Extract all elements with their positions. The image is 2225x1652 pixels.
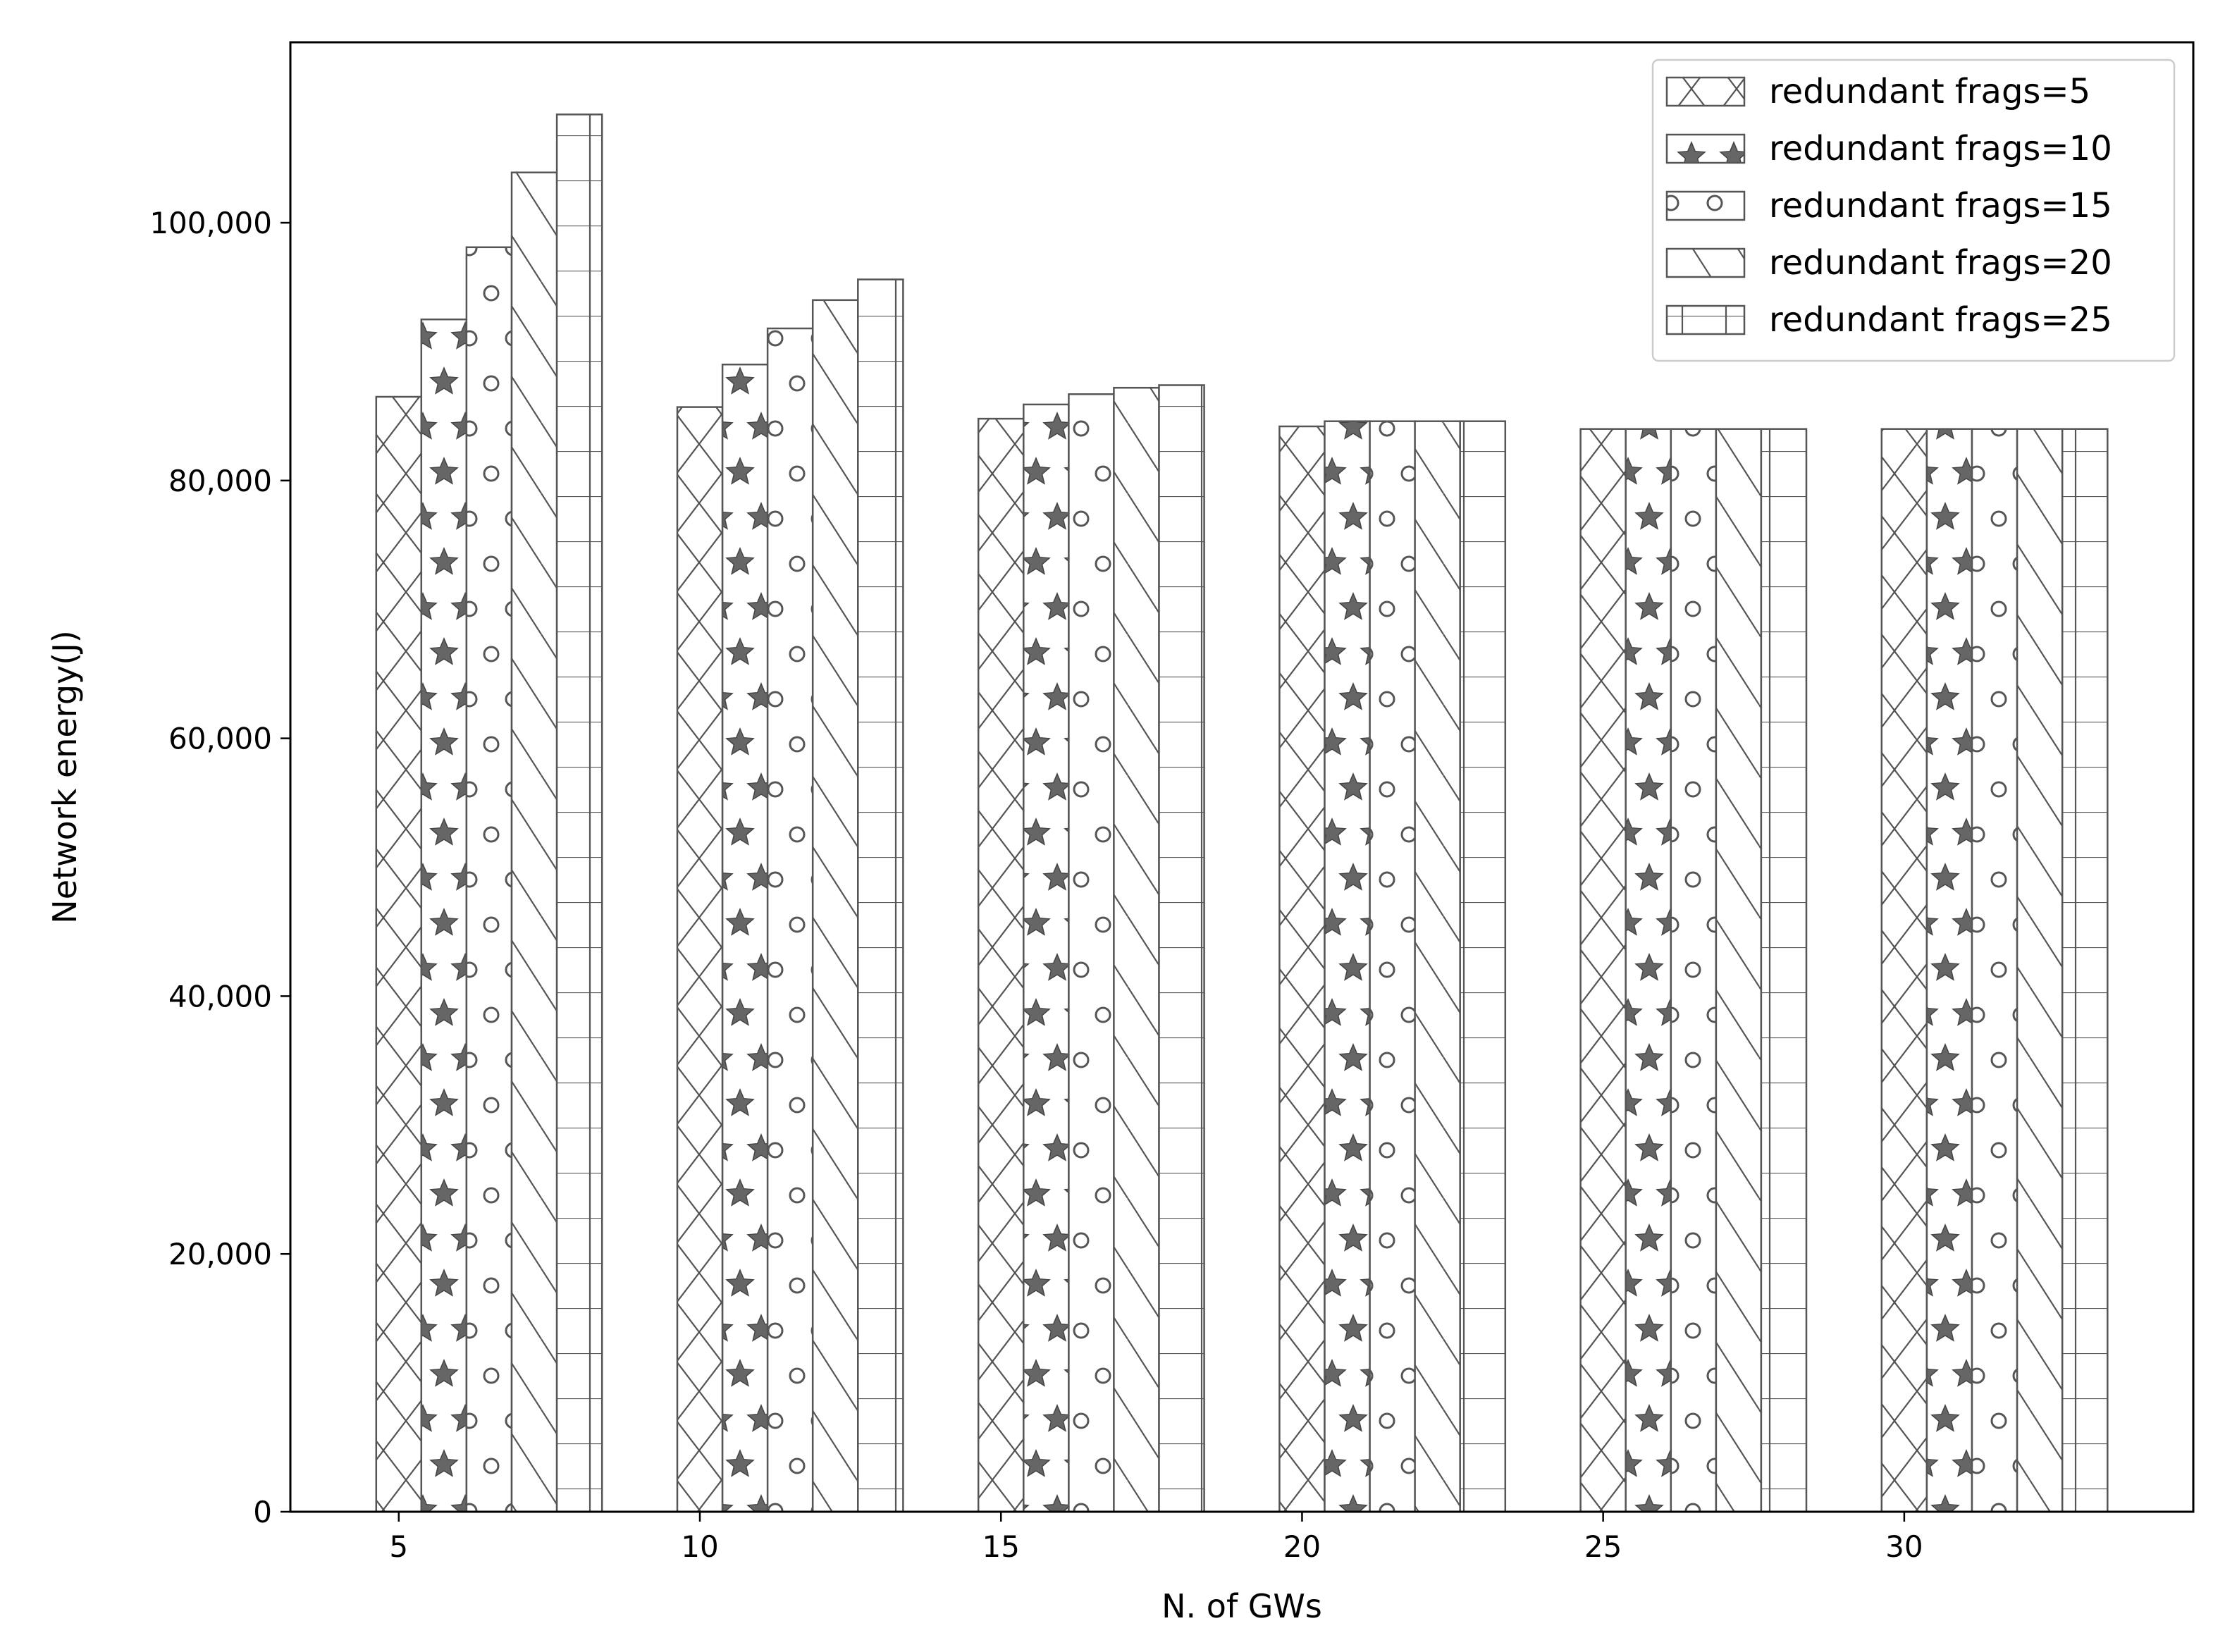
legend-swatch bbox=[1665, 190, 1746, 221]
legend-swatch bbox=[1665, 247, 1746, 278]
y-tick-label: 80,000 bbox=[168, 464, 272, 498]
x-tick-label: 30 bbox=[1885, 1529, 1923, 1564]
bar-series-1-gw-5 bbox=[375, 395, 423, 1513]
bar-series-5-gw-30 bbox=[2061, 428, 2109, 1513]
legend-label: redundant frags=15 bbox=[1769, 186, 2112, 226]
bar-series-1-gw-25 bbox=[1579, 428, 1627, 1513]
legend-label: redundant frags=5 bbox=[1769, 72, 2090, 111]
y-tick-label: 60,000 bbox=[168, 722, 272, 756]
y-tick-label: 100,000 bbox=[149, 206, 272, 240]
bar-series-3-gw-30 bbox=[1971, 428, 2018, 1513]
bar-series-4-gw-20 bbox=[1414, 420, 1461, 1513]
bar-series-1-gw-15 bbox=[977, 417, 1025, 1513]
bar-series-2-gw-15 bbox=[1023, 403, 1070, 1513]
bar-series-5-gw-25 bbox=[1760, 428, 1808, 1513]
x-tick-label: 5 bbox=[389, 1529, 408, 1564]
legend-label: redundant frags=20 bbox=[1769, 243, 2112, 283]
bar-series-2-gw-30 bbox=[1925, 428, 1973, 1513]
bar-series-2-gw-5 bbox=[420, 318, 468, 1513]
bar-series-2-gw-10 bbox=[721, 363, 769, 1513]
y-tick-label: 0 bbox=[253, 1495, 272, 1529]
x-tick-label: 15 bbox=[982, 1529, 1020, 1564]
x-axis-label: N. of GWs bbox=[1161, 1587, 1322, 1625]
y-tick-label: 20,000 bbox=[168, 1237, 272, 1271]
y-tick-label: 40,000 bbox=[168, 979, 272, 1013]
bar-series-5-gw-10 bbox=[857, 278, 904, 1513]
plot-frame bbox=[289, 41, 2195, 1513]
bar-series-3-gw-10 bbox=[766, 327, 814, 1513]
bar-series-4-gw-5 bbox=[510, 171, 558, 1513]
x-tick-label: 10 bbox=[681, 1529, 718, 1564]
bar-series-5-gw-5 bbox=[555, 113, 603, 1513]
bar-series-4-gw-15 bbox=[1113, 386, 1160, 1513]
x-tick-label: 20 bbox=[1283, 1529, 1321, 1564]
bars-layer bbox=[375, 113, 2109, 1513]
legend: redundant frags=5 redundant frags=10 redun… bbox=[1651, 58, 2176, 362]
legend-swatch bbox=[1665, 133, 1746, 164]
bar-series-1-gw-20 bbox=[1278, 425, 1326, 1513]
x-tick-label: 25 bbox=[1584, 1529, 1622, 1564]
bar-series-3-gw-25 bbox=[1670, 428, 1718, 1513]
bar-series-5-gw-15 bbox=[1158, 384, 1205, 1513]
bar-series-4-gw-25 bbox=[1715, 428, 1763, 1513]
bar-series-4-gw-10 bbox=[811, 299, 859, 1513]
legend-swatch bbox=[1665, 76, 1746, 107]
y-axis: 0 20,000 40,000 60,000 80,000 100,000 bbox=[149, 206, 290, 1529]
legend-label: redundant frags=10 bbox=[1769, 129, 2112, 168]
bar-series-3-gw-5 bbox=[465, 246, 513, 1513]
bar-series-2-gw-20 bbox=[1324, 420, 1371, 1513]
bar-series-3-gw-20 bbox=[1369, 420, 1416, 1513]
bar-series-1-gw-30 bbox=[1880, 428, 1928, 1513]
bar-series-3-gw-15 bbox=[1068, 393, 1115, 1513]
legend-swatch bbox=[1665, 304, 1746, 335]
legend-box bbox=[1651, 58, 2176, 362]
x-axis: 5 10 15 20 25 30 bbox=[389, 1512, 1923, 1564]
bar-series-1-gw-10 bbox=[676, 406, 724, 1513]
y-axis-label: Network energy(J) bbox=[46, 630, 84, 923]
legend-label: redundant frags=25 bbox=[1769, 300, 2112, 340]
bar-series-5-gw-20 bbox=[1459, 420, 1507, 1513]
bar-series-4-gw-30 bbox=[2016, 428, 2064, 1513]
bar-series-2-gw-25 bbox=[1625, 428, 1672, 1513]
